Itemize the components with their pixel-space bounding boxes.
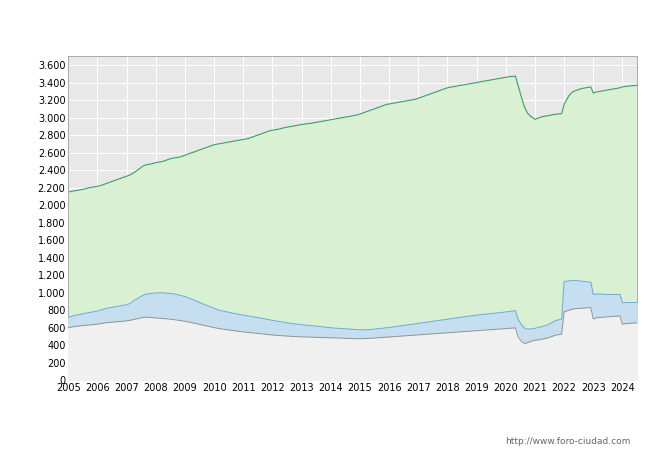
Text: FORO-CIUDAD.COM: FORO-CIUDAD.COM <box>202 230 504 258</box>
Text: Els Pallaresos - Evolucion de la poblacion en edad de Trabajar Mayo de 2024: Els Pallaresos - Evolucion de la poblaci… <box>38 18 612 31</box>
Text: http://www.foro-ciudad.com: http://www.foro-ciudad.com <box>505 436 630 446</box>
